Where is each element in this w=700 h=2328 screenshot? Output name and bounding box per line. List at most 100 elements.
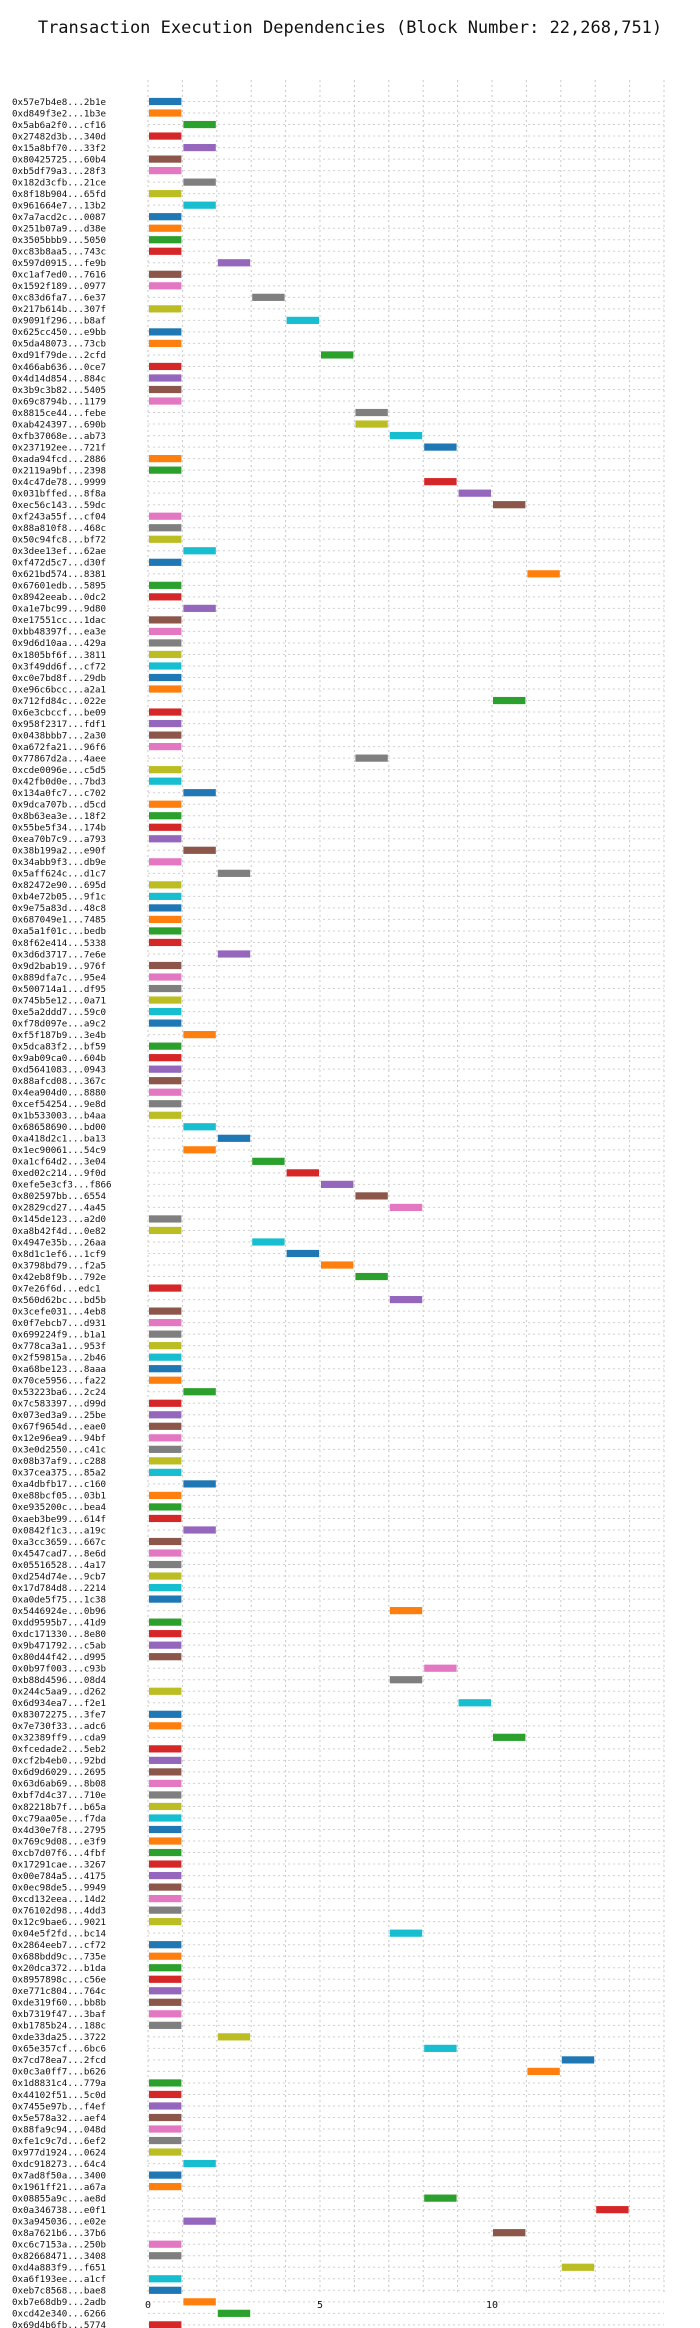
transaction-label: 0x3cefe031...4eb8 xyxy=(12,1306,106,1317)
transaction-bar xyxy=(149,915,182,924)
transaction-bar xyxy=(149,2021,182,2029)
transaction-label: 0x00e784a5...4175 xyxy=(12,1871,106,1882)
transaction-bar xyxy=(149,1572,182,1580)
transaction-label: 0xdc171330...8e80 xyxy=(12,1629,106,1640)
transaction-bar xyxy=(149,1618,182,1626)
transaction-label: 0x0c3a0ff7...b626 xyxy=(12,2067,106,2078)
transaction-label: 0x12c9bae6...9021 xyxy=(12,1917,106,1928)
transaction-bar xyxy=(183,1146,216,1154)
transaction-bar xyxy=(149,1768,182,1776)
transaction-label: 0x83072275...3fe7 xyxy=(12,1710,106,1721)
transaction-label: 0x961664e7...13b2 xyxy=(12,200,106,211)
transaction-bar xyxy=(149,1342,182,1350)
transaction-label: 0x3e0d2550...c41c xyxy=(12,1445,106,1456)
transaction-label: 0xe5a2ddd7...59c0 xyxy=(12,1007,106,1018)
transaction-bar xyxy=(149,1111,182,1119)
transaction-label: 0xada94fcd...2886 xyxy=(12,454,106,465)
transaction-bar xyxy=(149,685,182,693)
transaction-bar xyxy=(149,766,182,774)
transaction-label: 0x031bffed...8f8a xyxy=(12,488,106,499)
transaction-bar xyxy=(149,1042,182,1050)
transaction-label: 0xfe1c9c7d...6ef2 xyxy=(12,2136,106,2147)
transaction-label: 0x5e578a32...aef4 xyxy=(12,2113,107,2124)
transaction-label: 0x69c8794b...1179 xyxy=(12,396,106,407)
transaction-label: 0xcd132eea...14d2 xyxy=(12,1894,106,1905)
transaction-label: 0xc83b8aa5...743c xyxy=(12,247,106,258)
transaction-bar xyxy=(424,443,457,451)
transaction-label: 0xa8b42f4d...0e82 xyxy=(12,1226,106,1237)
transaction-label: 0x88a810f8...468c xyxy=(12,523,106,534)
transaction-bar xyxy=(149,155,182,163)
transaction-bar xyxy=(149,1756,182,1764)
transaction-bar xyxy=(149,167,182,175)
transaction-bar xyxy=(183,1480,216,1488)
transaction-label: 0x8a7621b6...37b6 xyxy=(12,2228,106,2239)
transaction-label: 0x625cc450...e9bb xyxy=(12,327,106,338)
transaction-bar xyxy=(149,224,182,232)
transaction-bar xyxy=(149,339,182,348)
transaction-label: 0x6d9d6029...2695 xyxy=(12,1767,106,1778)
transaction-bar xyxy=(183,604,216,612)
transaction-label: 0x802597bb...6554 xyxy=(12,1191,107,1202)
transaction-label: 0xbb48397f...ea3e xyxy=(12,627,106,638)
transaction-bar xyxy=(149,1226,182,1235)
transaction-bar xyxy=(149,1583,182,1592)
transaction-label: 0x82472e90...695d xyxy=(12,880,106,891)
transaction-label: 0x12e96ea9...94bf xyxy=(12,1433,106,1444)
transaction-label: 0x38b199a2...e90f xyxy=(12,846,106,857)
transaction-bar xyxy=(149,558,182,566)
transaction-bar xyxy=(149,2010,182,2018)
transaction-label: 0x17d784d8...2214 xyxy=(12,1583,107,1594)
transaction-bar xyxy=(183,1526,216,1534)
transaction-label: 0x712fd84c...022e xyxy=(12,696,106,707)
transaction-label: 0xdc918273...64c4 xyxy=(12,2159,107,2170)
transaction-label: 0xc0e7bd8f...29db xyxy=(12,673,106,684)
transaction-bar xyxy=(183,1031,216,1039)
transaction-bar xyxy=(149,777,182,785)
x-tick-label: 0 xyxy=(145,2300,151,2311)
transaction-label: 0x3d6d3717...7e6e xyxy=(12,949,106,960)
transaction-label: 0x67f9654d...eae0 xyxy=(12,1422,106,1433)
transaction-label: 0x8d1c1ef6...1cf9 xyxy=(12,1249,106,1260)
transaction-bar xyxy=(149,1975,182,1983)
transaction-bar xyxy=(183,143,216,152)
transaction-bar xyxy=(149,1319,182,1327)
transaction-bar xyxy=(149,1802,182,1811)
transaction-bar xyxy=(286,1169,319,1177)
transaction-bar xyxy=(149,1007,182,1016)
transaction-bar xyxy=(424,2044,457,2052)
transaction-bar xyxy=(149,627,182,636)
transaction-label: 0x08b37af9...c288 xyxy=(12,1456,106,1467)
transaction-bar xyxy=(149,1630,182,1638)
transaction-bar xyxy=(149,2136,182,2145)
transaction-bar xyxy=(252,1238,285,1246)
transaction-bar xyxy=(149,1687,182,1695)
transaction-label: 0xed02c214...9f0d xyxy=(12,1168,106,1179)
transaction-label: 0x1d8831c4...779a xyxy=(12,2078,106,2089)
transaction-label: 0x82668471...3408 xyxy=(12,2251,106,2262)
transaction-label: 0xfb37068e...ab73 xyxy=(12,431,106,442)
transaction-bar xyxy=(149,984,182,993)
transaction-bar xyxy=(149,2183,182,2191)
transaction-bar xyxy=(149,973,182,981)
transaction-bar xyxy=(183,120,216,129)
transaction-label: 0x621bd574...8381 xyxy=(12,569,106,580)
transaction-label: 0x04e5f2fd...bc14 xyxy=(12,1928,107,1939)
transaction-bar xyxy=(149,1077,182,1085)
transaction-label: 0xa1cf64d2...3e04 xyxy=(12,1157,107,1168)
transaction-label: 0x9b471792...c5ab xyxy=(12,1640,106,1651)
transaction-label: 0x70ce5956...fa22 xyxy=(12,1376,106,1387)
transaction-label: 0x0842f1c3...a19c xyxy=(12,1525,106,1536)
transaction-label: 0x9e75a83d...48c8 xyxy=(12,903,106,914)
transaction-bar xyxy=(149,132,182,140)
transaction-bar xyxy=(355,754,388,762)
transaction-label: 0x1805bf6f...3811 xyxy=(12,650,106,661)
transaction-label: 0x745b5e12...0a71 xyxy=(12,995,106,1006)
transaction-label: 0xcd42e340...6266 xyxy=(12,2309,106,2320)
transaction-bar xyxy=(149,823,182,831)
transaction-label: 0x889dfa7c...95e4 xyxy=(12,972,107,983)
transaction-label: 0x20dca372...b1da xyxy=(12,1963,106,1974)
transaction-bar xyxy=(149,719,182,728)
transaction-bar xyxy=(149,512,182,520)
